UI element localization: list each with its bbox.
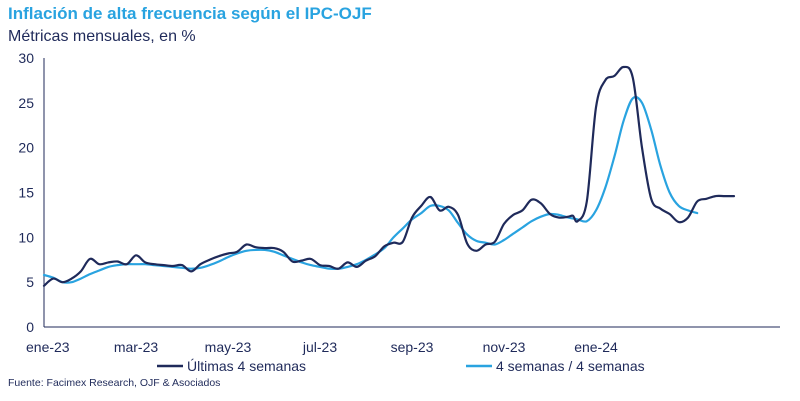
legend: Últimas 4 semanas 4 semanas / 4 semanas	[157, 358, 645, 374]
x-axis: ene-23 mar-23 may-23 jul-23 sep-23 nov-23 ene-…	[26, 339, 618, 355]
series-line-ultimas-4-semanas	[42, 65, 736, 287]
y-tick-label: 20	[18, 140, 34, 156]
y-tick-label: 30	[18, 50, 34, 66]
chart-subtitle: Métricas mensuales, en %	[8, 28, 196, 45]
legend-label: 4 semanas / 4 semanas	[496, 358, 645, 374]
series-line-4-semanas-4-semanas	[42, 95, 699, 284]
source-note: Fuente: Facimex Research, OJF & Asociado…	[8, 377, 221, 389]
x-tick-label: mar-23	[114, 339, 159, 355]
x-tick-label: sep-23	[391, 339, 434, 355]
y-tick-label: 5	[26, 274, 34, 290]
x-tick-label: jul-23	[302, 339, 337, 355]
y-axis: 0 5 10 15 20 25 30	[18, 50, 34, 335]
axes	[43, 58, 780, 328]
y-tick-label: 15	[18, 185, 34, 201]
y-tick-label: 10	[18, 229, 34, 245]
x-tick-label: ene-24	[574, 339, 618, 355]
y-tick-label: 0	[26, 319, 34, 335]
chart-title: Inflación de alta frecuencia según el IP…	[8, 4, 372, 23]
y-tick-label: 25	[18, 95, 34, 111]
x-tick-label: ene-23	[26, 339, 70, 355]
series-lines	[42, 65, 736, 287]
x-tick-label: nov-23	[483, 339, 526, 355]
legend-label: Últimas 4 semanas	[187, 358, 306, 374]
x-tick-label: may-23	[205, 339, 252, 355]
